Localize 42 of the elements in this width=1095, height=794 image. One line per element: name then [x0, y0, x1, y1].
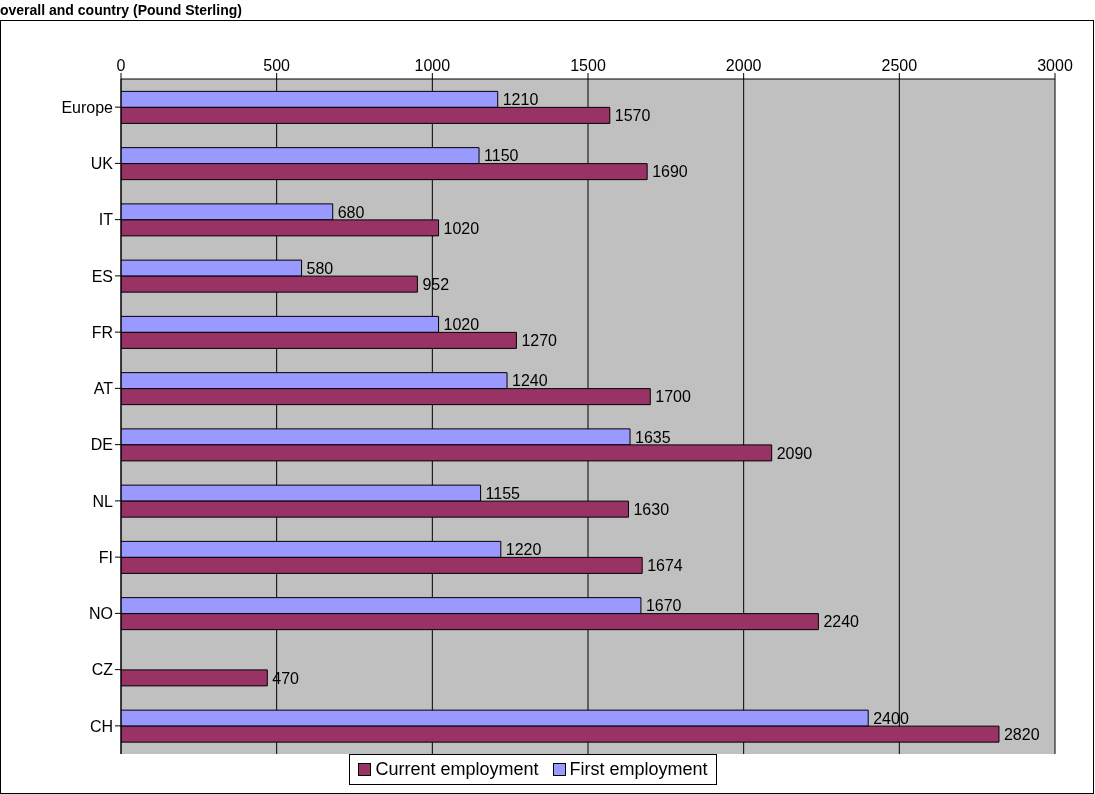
data-label: 580	[306, 259, 334, 277]
x-tick-label: 2500	[881, 57, 918, 74]
data-label: 1674	[647, 557, 683, 575]
y-tick-label: CZ	[91, 661, 114, 679]
legend-label: First employment	[568, 759, 708, 780]
x-tick-label: 0	[116, 57, 126, 74]
data-label: 1670	[645, 597, 682, 615]
y-tick-label: NL	[92, 492, 114, 510]
x-tick-label: 500	[263, 57, 291, 74]
data-label: 1210	[502, 91, 539, 109]
y-tick-label: UK	[90, 155, 114, 173]
data-label: 1700	[655, 388, 691, 406]
x-tick-label: 1500	[570, 57, 606, 74]
y-tick-label: NO	[89, 605, 113, 623]
data-label: 1220	[505, 541, 542, 559]
x-tick-label: 2000	[725, 57, 762, 74]
x-tick-label: 3000	[1037, 57, 1073, 74]
data-label: 2090	[776, 444, 813, 462]
legend-label: Current employment	[374, 759, 539, 780]
chart-title: overall and country (Pound Sterling)	[0, 2, 242, 18]
y-tick-label: CH	[89, 717, 113, 735]
x-tick-label: 1000	[414, 57, 451, 74]
data-label: 680	[337, 203, 365, 221]
y-tick-label: DE	[90, 436, 113, 454]
data-label: 1020	[443, 219, 480, 237]
y-tick-label: Europe	[61, 98, 114, 116]
y-tick-label: IT	[98, 211, 114, 229]
y-tick-label: FR	[91, 323, 113, 341]
data-label: 1635	[635, 428, 671, 446]
data-label: 1690	[652, 163, 688, 181]
data-label: 1020	[443, 316, 480, 334]
data-label: 1155	[485, 484, 521, 502]
data-label: 1150	[484, 147, 519, 165]
data-label: 1570	[614, 107, 651, 125]
y-tick-label: FI	[98, 548, 113, 566]
data-label: 1270	[521, 332, 558, 350]
y-tick-label: ES	[91, 267, 113, 285]
y-tick-label: AT	[93, 380, 114, 398]
data-label: 2240	[823, 613, 860, 631]
data-label: 2820	[1003, 725, 1040, 743]
data-label: 1630	[633, 500, 670, 518]
data-label: 1240	[512, 372, 548, 390]
